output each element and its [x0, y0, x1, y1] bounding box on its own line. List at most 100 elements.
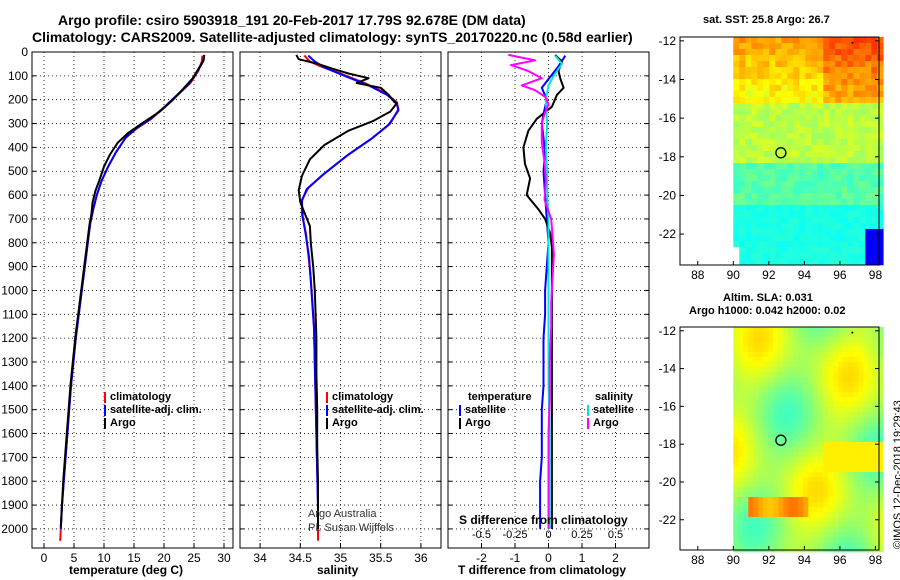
map-cell: [811, 127, 818, 134]
map-cell: [739, 235, 746, 242]
map-cell: [829, 175, 836, 182]
map-cell: [847, 253, 854, 260]
map-cell: [781, 247, 788, 254]
map-cell: [757, 211, 764, 218]
map-cell: [823, 103, 830, 110]
map-cell: [748, 492, 754, 498]
map-cell: [787, 79, 794, 86]
map-cell: [758, 372, 764, 378]
y-tick-label: 1200: [1, 331, 28, 345]
map-cell: [847, 181, 854, 188]
map-cell: [787, 223, 794, 230]
map-cell: [841, 115, 848, 122]
map-cell: [823, 229, 830, 236]
map-cell: [863, 487, 869, 493]
map-cell: [853, 487, 859, 493]
map-cell: [748, 507, 754, 513]
map-cell: [788, 387, 794, 393]
map-cell: [843, 482, 849, 488]
map-cell: [745, 193, 752, 200]
map-cell: [865, 121, 872, 128]
map-cell: [769, 229, 776, 236]
map-cell: [783, 402, 789, 408]
map-cell: [843, 392, 849, 398]
map-cell: [781, 229, 788, 236]
map-cell: [763, 103, 770, 110]
map-cell: [738, 537, 744, 543]
map-cell: [811, 49, 818, 56]
map-cell: [828, 527, 834, 533]
map-cell: [858, 417, 864, 423]
map-cell: [768, 542, 774, 548]
y-tick-label: -20: [659, 188, 677, 202]
legend-swatch-black: [326, 418, 328, 429]
map-cell: [828, 437, 834, 443]
map-cell: [868, 472, 874, 478]
map-cell: [753, 537, 759, 543]
map-cell: [848, 347, 854, 353]
map-cell: [768, 342, 774, 348]
map-cell: [853, 357, 859, 363]
map-cell: [858, 407, 864, 413]
map-cell: [733, 417, 739, 423]
map-cell: [833, 442, 839, 448]
map-cell: [817, 85, 824, 92]
map-cell: [775, 175, 782, 182]
map-cell: [753, 462, 759, 468]
map-cell: [838, 357, 844, 363]
map-cell: [865, 181, 872, 188]
map-cell: [835, 151, 842, 158]
map-cell: [833, 517, 839, 523]
map-cell: [868, 442, 874, 448]
x-tick-label: 90: [727, 268, 741, 282]
map-cell: [859, 181, 866, 188]
map-cell: [859, 139, 866, 146]
map-cell: [751, 37, 758, 44]
map-cell: [739, 193, 746, 200]
map-cell: [871, 217, 878, 224]
map-cell: [829, 187, 836, 194]
map-cell: [753, 362, 759, 368]
map-cell: [853, 145, 860, 152]
map-cell: [768, 347, 774, 353]
map-cell: [843, 367, 849, 373]
map-cell: [878, 537, 884, 543]
legend-label: Argo: [465, 417, 491, 429]
map-cell: [823, 253, 830, 260]
map-cell: [788, 507, 794, 513]
map-cell: [763, 49, 770, 56]
legend-swatch-red: [326, 392, 328, 403]
map-cell: [848, 352, 854, 358]
map-cell: [738, 422, 744, 428]
map-cell: [829, 253, 836, 260]
map-cell: [813, 517, 819, 523]
x-tick-label: 96: [833, 268, 847, 282]
map-cell: [858, 432, 864, 438]
map-cell: [803, 382, 809, 388]
map-cell: [775, 79, 782, 86]
map-cell: [811, 241, 818, 248]
map-cell: [753, 367, 759, 373]
map-cell: [811, 169, 818, 176]
map-cell: [743, 507, 749, 513]
map-cell: [763, 199, 770, 206]
map-cell: [859, 205, 866, 212]
map-cell: [773, 447, 779, 453]
map-cell: [738, 512, 744, 518]
map-cell: [773, 507, 779, 513]
map-cell: [783, 382, 789, 388]
map-cell: [751, 229, 758, 236]
map-cell: [763, 537, 769, 543]
map-cell: [798, 407, 804, 413]
map-cell: [757, 139, 764, 146]
map-cell: [835, 163, 842, 170]
map-cell: [853, 151, 860, 158]
map-cell: [848, 427, 854, 433]
map-cell: [738, 442, 744, 448]
map-cell: [783, 392, 789, 398]
map-cell: [833, 377, 839, 383]
map-cell: [753, 372, 759, 378]
map-cell: [733, 362, 739, 368]
map-cell: [798, 357, 804, 363]
map-cell: [775, 259, 782, 266]
